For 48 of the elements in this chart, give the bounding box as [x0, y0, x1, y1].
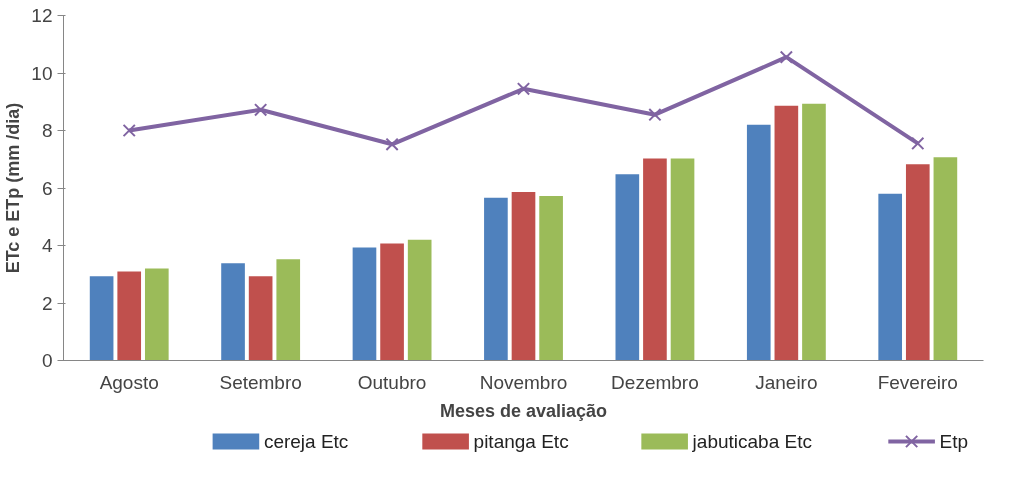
bar [746, 124, 771, 361]
legend-label: jabuticaba Etc [691, 431, 812, 452]
bar [878, 193, 903, 361]
x-axis-title: Meses de avaliação [439, 400, 608, 421]
bar [407, 239, 432, 361]
bar [144, 268, 169, 361]
bar [484, 197, 508, 361]
y-tick-label: 0 [41, 350, 53, 371]
bar [643, 158, 667, 361]
point [911, 136, 925, 151]
point [253, 103, 268, 117]
y-tick-label: 8 [41, 120, 53, 141]
x-tick-label: Dezembro [611, 371, 699, 393]
x-tick-label: Novembro [479, 371, 568, 393]
point [385, 137, 399, 151]
bar [221, 263, 245, 361]
bar [276, 259, 301, 361]
bar [89, 276, 114, 361]
bar [774, 105, 799, 361]
x-tick-label: Fevereiro [877, 371, 958, 393]
point [122, 123, 136, 138]
bar [802, 103, 826, 361]
bar [905, 164, 930, 361]
bar [248, 276, 273, 361]
x-tick-label: Setembro [219, 371, 302, 393]
y-tick-label: 6 [41, 177, 53, 199]
x-tick-label: Agosto [99, 371, 159, 393]
bar [511, 192, 536, 361]
point [516, 82, 531, 96]
legend-label: cereja Etc [263, 431, 349, 452]
bar [615, 174, 640, 361]
bar [539, 196, 563, 361]
bar [933, 157, 958, 361]
x-tick-label: Outubro [357, 371, 427, 393]
y-tick-label: 12 [31, 5, 53, 26]
bar [380, 243, 404, 361]
bar [670, 158, 695, 361]
bar [352, 247, 377, 361]
legend-label: pitanga Etc [473, 431, 569, 452]
y-axis-title: ETc e ETp (mm /dia) [3, 102, 24, 274]
bar [117, 271, 142, 361]
y-tick-label: 2 [41, 292, 53, 314]
y-tick-label: 4 [41, 235, 53, 256]
y-tick-label: 10 [31, 62, 53, 84]
point [779, 50, 794, 64]
x-tick-label: Janeiro [755, 371, 818, 393]
legend-label: Etp [939, 431, 969, 452]
point [648, 108, 662, 122]
